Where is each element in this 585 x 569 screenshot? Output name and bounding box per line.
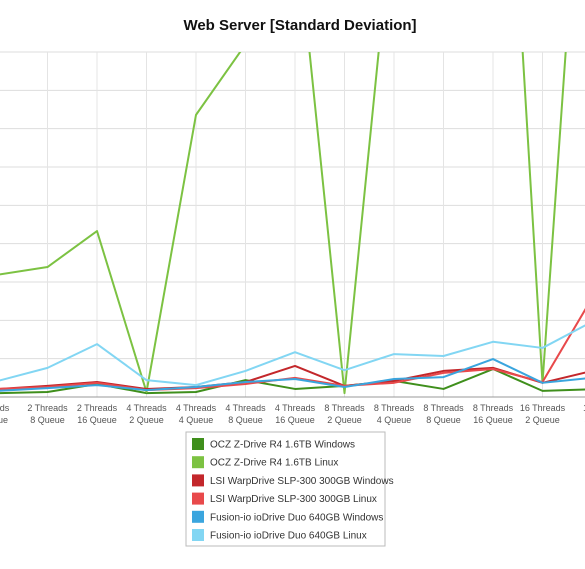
series-line (0, 358, 585, 392)
series-line (0, 324, 585, 387)
x-tick-label: 4 Queue (179, 415, 214, 425)
plot-area (0, 52, 585, 395)
legend-swatch (192, 456, 204, 469)
x-tick-label: 4 Threads (225, 403, 266, 413)
chart-title: Web Server [Standard Deviation] (183, 17, 416, 34)
x-tick-label: 16 Threads (520, 403, 566, 413)
x-tick-label: 4 Threads (275, 403, 316, 413)
x-tick-label: 8 Queue (228, 415, 263, 425)
x-tick-label: 16 Queue (77, 415, 117, 425)
series-line (0, 308, 585, 392)
x-tick-label: reads (0, 403, 10, 413)
legend-swatch (192, 510, 204, 523)
legend-box (185, 431, 386, 547)
x-tick-label: 8 Threads (374, 403, 415, 413)
x-tick-label: 2 Queue (525, 415, 560, 425)
x-tick-label: ueue (0, 415, 8, 425)
x-tick-label: 8 Threads (324, 403, 365, 413)
x-tick-label: 8 Queue (426, 415, 461, 425)
legend-swatch (192, 492, 204, 505)
x-tick-label: 16 T (583, 403, 585, 413)
legend-label: LSI WarpDrive SLP-300 300GB Windows (210, 476, 394, 487)
legend-label: OCZ Z-Drive R4 1.6TB Windows (210, 440, 355, 451)
legend-label: Fusion-io ioDrive Duo 640GB Windows (210, 512, 383, 523)
legend-swatch (192, 474, 204, 487)
legend-swatch (192, 438, 204, 450)
series-line (0, 368, 585, 395)
x-tick-label: 2 Threads (77, 403, 118, 413)
x-tick-label: 16 Queue (473, 415, 513, 425)
x-tick-label: 2 Queue (327, 415, 362, 425)
x-tick-label: 4 Queue (377, 415, 412, 425)
x-tick-label: 4 Threads (126, 403, 167, 413)
x-tick-label: 2 Queue (129, 415, 164, 425)
x-tick-label: 8 Queue (30, 415, 65, 425)
x-tick-label: 4 Threads (176, 403, 217, 413)
legend-label: LSI WarpDrive SLP-300 300GB Linux (210, 494, 377, 505)
x-tick-label: 8 Threads (423, 403, 464, 413)
x-tick-label: 2 Threads (27, 403, 68, 413)
x-tick-label: 8 Threads (473, 403, 514, 413)
legend-label: OCZ Z-Drive R4 1.6TB Linux (210, 458, 338, 469)
x-tick-label: 16 Queue (275, 415, 315, 425)
series-line (0, 52, 567, 395)
legend-swatch (192, 529, 204, 541)
legend-label: Fusion-io ioDrive Duo 640GB Linux (210, 531, 367, 542)
